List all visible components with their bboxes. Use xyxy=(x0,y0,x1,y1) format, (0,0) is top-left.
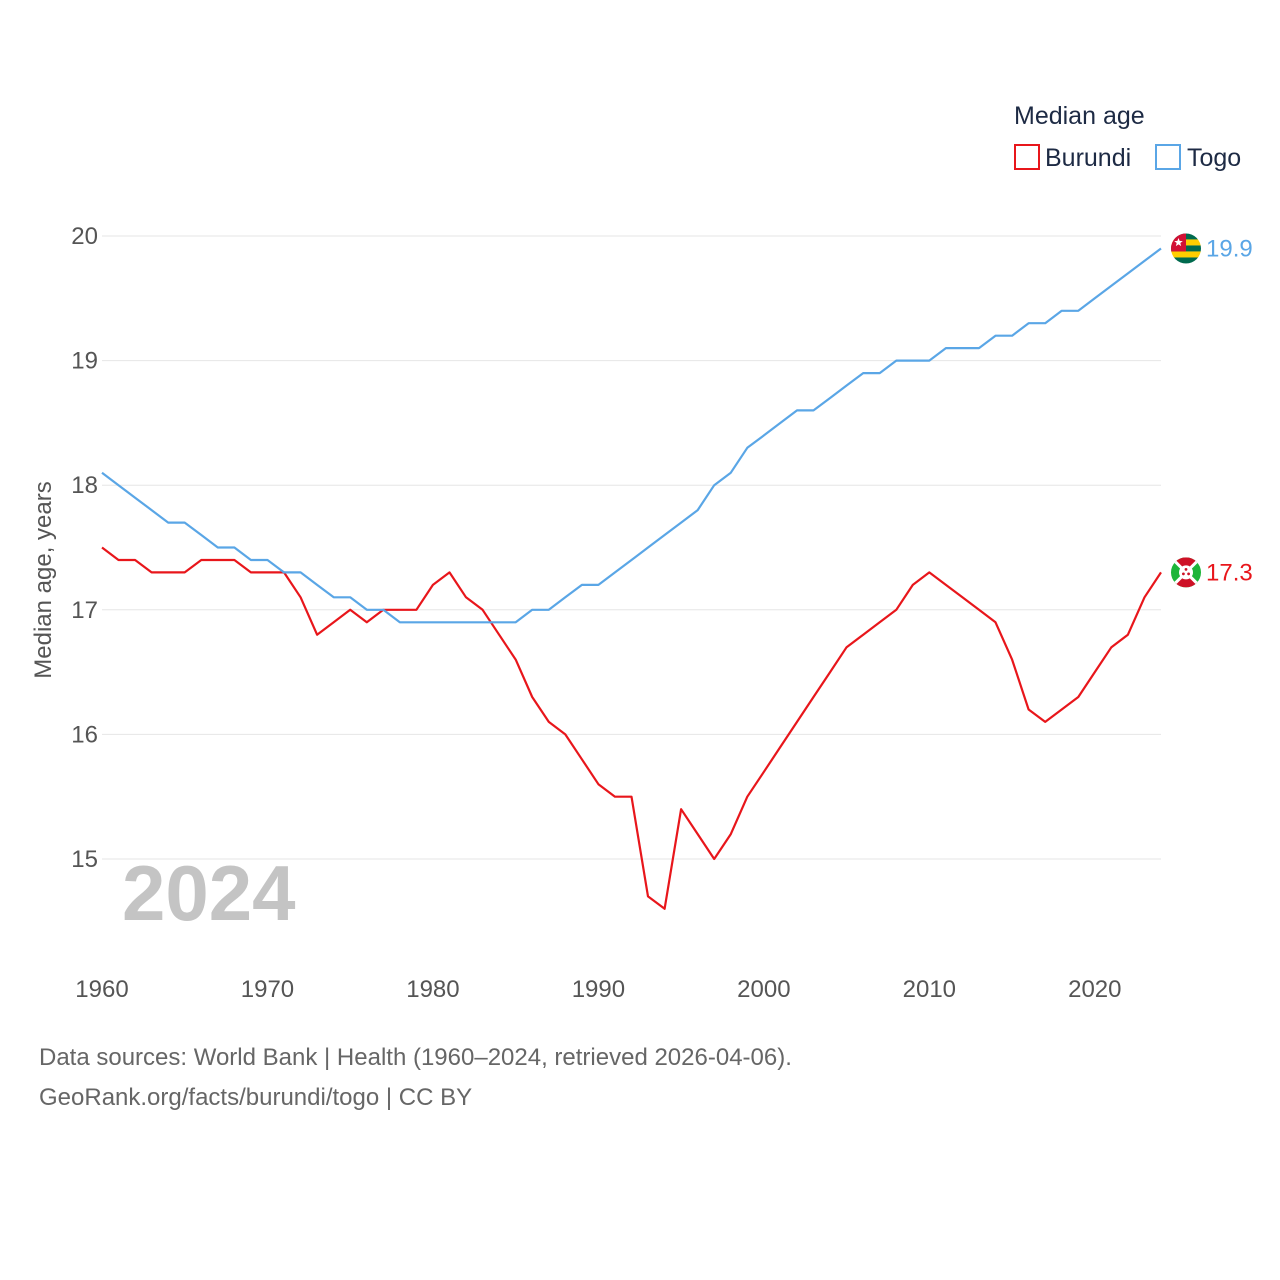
burundi-flag-icon xyxy=(1171,557,1201,588)
legend: Median age Burundi Togo xyxy=(1014,102,1241,172)
y-tick-label-18: 18 xyxy=(71,472,98,499)
togo-flag-icon xyxy=(1171,233,1201,264)
series-line-togo xyxy=(101,247,1162,624)
series-lines xyxy=(101,247,1162,910)
x-tick-label-1990: 1990 xyxy=(572,976,625,1003)
y-tick-label-17: 17 xyxy=(71,597,98,624)
legend-swatch-burundi xyxy=(1014,144,1040,170)
series-line-burundi xyxy=(101,546,1162,910)
legend-title: Median age xyxy=(1014,102,1145,130)
y-tick-label-20: 20 xyxy=(71,223,98,250)
x-tick-label-2000: 2000 xyxy=(737,976,790,1003)
y-axis-title: Median age, years xyxy=(30,481,57,678)
x-tick-label-1970: 1970 xyxy=(241,976,294,1003)
footer-credit: GeoRank.org/facts/burundi/togo | CC BY xyxy=(39,1084,473,1111)
legend-swatch-togo xyxy=(1155,144,1181,170)
legend-label-togo: Togo xyxy=(1187,144,1241,172)
y-tick-label-15: 15 xyxy=(71,846,98,873)
x-tick-label-2010: 2010 xyxy=(903,976,956,1003)
y-tick-label-16: 16 xyxy=(71,721,98,748)
end-value-label-burundi: 17.3 xyxy=(1206,559,1253,586)
x-tick-label-1960: 1960 xyxy=(75,976,128,1003)
grid-lines xyxy=(102,235,1161,860)
x-tick-label-2020: 2020 xyxy=(1068,976,1121,1003)
footer-source: Data sources: World Bank | Health (1960–… xyxy=(39,1044,792,1071)
year-watermark: 2024 xyxy=(122,849,296,937)
x-axis-ticks: 1960 1970 1980 1990 2000 2010 2020 xyxy=(75,976,1121,1003)
legend-label-burundi: Burundi xyxy=(1045,144,1131,172)
y-axis-ticks: 15 16 17 18 19 20 xyxy=(71,223,98,873)
x-tick-label-1980: 1980 xyxy=(406,976,459,1003)
series-end-markers: 17.3 19.9 xyxy=(1171,233,1253,588)
y-tick-label-19: 19 xyxy=(71,348,98,375)
end-value-label-togo: 19.9 xyxy=(1206,235,1253,262)
